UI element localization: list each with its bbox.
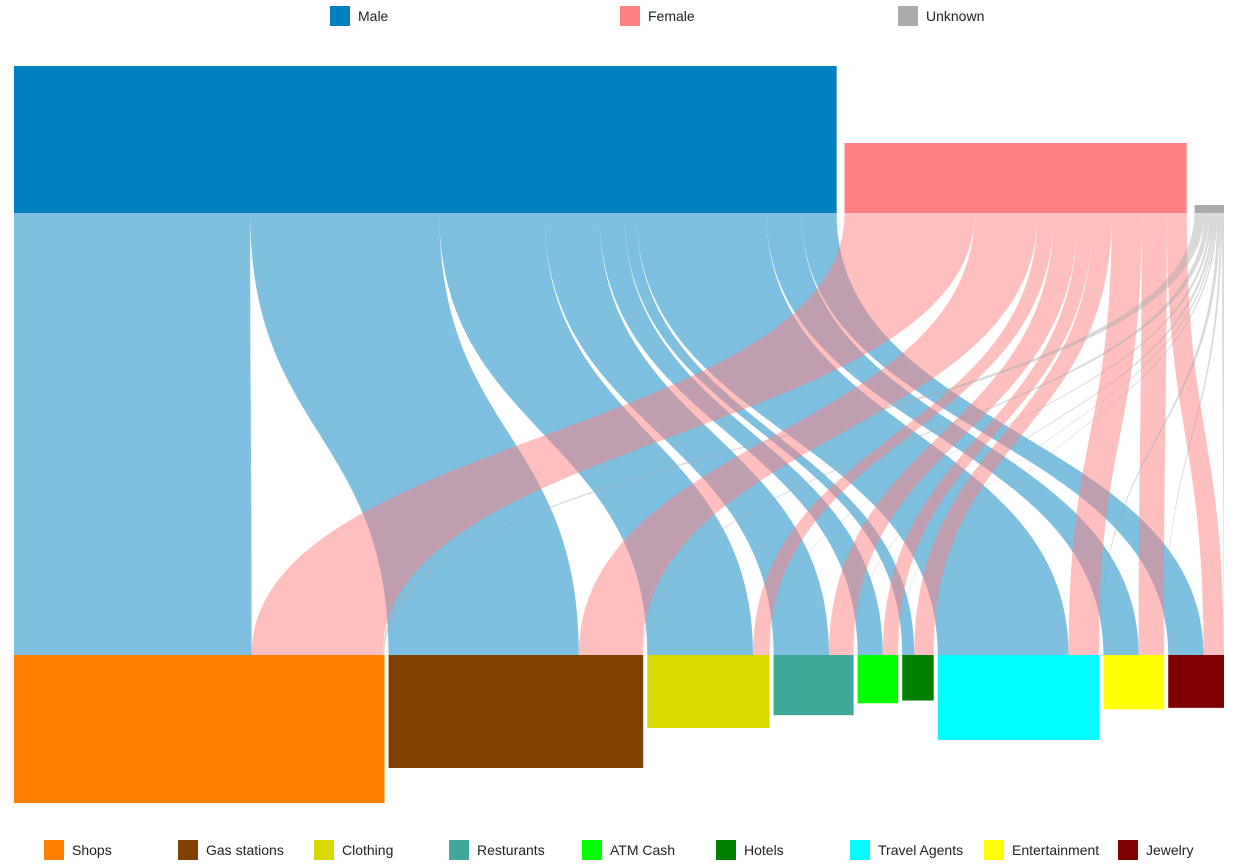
target-node-resturants[interactable] [773,655,854,716]
source-node-male[interactable] [14,66,837,213]
link-unknown-to-resturants [853,213,1215,655]
legend-item-gas-stations[interactable]: Gas stations [178,840,284,860]
legend-item-clothing[interactable]: Clothing [314,840,393,860]
link-male-to-shops [14,213,252,655]
link-unknown-to-travel-agents [1098,213,1221,655]
legend-label-unknown: Unknown [926,8,985,24]
legend-swatch-hotels [716,840,736,860]
target-node-entertainment[interactable] [1103,655,1165,710]
legend-swatch-entertainment [984,840,1004,860]
link-female-to-jewelry [1166,213,1224,655]
link-female-to-gas-stations [578,213,1038,655]
link-unknown-to-atm-cash [897,213,1216,655]
link-female-to-hotels [914,213,1112,655]
source-node-female[interactable] [844,143,1187,213]
link-unknown-to-shops [382,213,1205,655]
link-female-to-clothing [752,213,1054,655]
legend-swatch-resturants [449,840,469,860]
target-node-clothing[interactable] [647,655,770,728]
legend-swatch-clothing [314,840,334,860]
target-node-atm-cash[interactable] [857,655,899,704]
legend-swatch-male [330,6,350,26]
legend-item-hotels[interactable]: Hotels [716,840,784,860]
legend-swatch-unknown [898,6,918,26]
legend-label-jewelry: Jewelry [1146,842,1194,858]
legend-swatch-shops [44,840,64,860]
legend-swatch-female [620,6,640,26]
target-node-travel-agents[interactable] [937,655,1100,740]
link-female-to-travel-agents [1068,213,1142,655]
legend-item-travel-agents[interactable]: Travel Agents [850,840,963,860]
link-female-to-shops [251,213,975,655]
link-male-to-hotels [624,213,915,655]
target-node-gas-stations[interactable] [388,655,644,768]
link-unknown-to-clothing [769,213,1212,655]
legend-item-entertainment[interactable]: Entertainment [984,840,1099,860]
target-nodes [14,655,1224,803]
legend-swatch-atm-cash [582,840,602,860]
target-node-hotels[interactable] [902,655,934,701]
target-node-jewelry[interactable] [1168,655,1224,708]
flow-links [14,213,1224,655]
link-female-to-entertainment [1138,213,1167,655]
link-female-to-atm-cash [882,213,1093,655]
legend-item-male[interactable]: Male [330,6,388,26]
legend-label-resturants: Resturants [477,842,545,858]
legend-item-atm-cash[interactable]: ATM Cash [582,840,675,860]
legend-item-jewelry[interactable]: Jewelry [1118,840,1193,860]
legend-label-clothing: Clothing [342,842,394,858]
legend-label-female: Female [648,8,695,24]
link-unknown-to-gas-stations [642,213,1210,655]
legend-swatch-gas-stations [178,840,198,860]
link-unknown-to-hotels [933,213,1218,655]
legend-swatch-travel-agents [850,840,870,860]
link-female-to-resturants [828,213,1078,655]
target-node-shops[interactable] [14,655,385,803]
legend-label-gas-stations: Gas stations [206,842,284,858]
legend-label-atm-cash: ATM Cash [610,842,676,858]
legend-label-entertainment: Entertainment [1012,842,1100,858]
legend-swatch-jewelry [1118,840,1138,860]
legend-label-shops: Shops [72,842,112,858]
link-male-to-travel-agents [636,213,1069,655]
link-unknown-to-jewelry [1222,213,1224,655]
legend-item-unknown[interactable]: Unknown [898,6,984,26]
legend-item-resturants[interactable]: Resturants [449,840,545,860]
legend-item-shops[interactable]: Shops [44,840,112,860]
source-node-unknown[interactable] [1194,205,1224,213]
source-nodes [14,66,1224,213]
legend-label-hotels: Hotels [744,842,784,858]
legend-item-female[interactable]: Female [620,6,695,26]
link-male-to-atm-cash [599,213,883,655]
link-male-to-jewelry [801,213,1204,655]
link-male-to-gas-stations [250,213,579,655]
link-male-to-resturants [544,213,829,655]
legend-label-travel-agents: Travel Agents [878,842,964,858]
legend-label-male: Male [358,8,389,24]
link-unknown-to-entertainment [1163,213,1223,655]
